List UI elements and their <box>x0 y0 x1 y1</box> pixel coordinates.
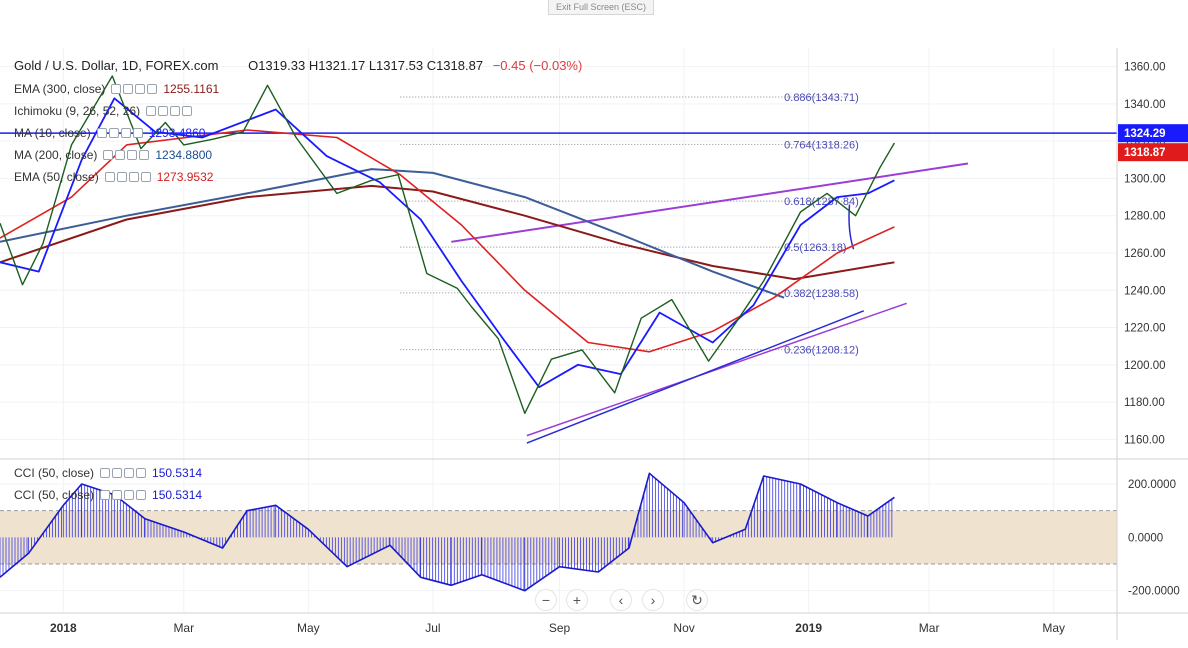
cci-tick-label: 0.0000 <box>1128 532 1163 544</box>
time-tick-label: 2018 <box>50 621 77 635</box>
time-tick-label: May <box>1042 621 1065 635</box>
trendlines[interactable] <box>0 132 1117 444</box>
fib-level-label: 0.618(1287.84) <box>784 196 859 208</box>
cci-legend-primary[interactable]: CCI (50, close) 150.5314 <box>14 466 202 480</box>
price-tick-label: 1160.00 <box>1124 434 1165 446</box>
lower-trendline-purple <box>526 302 907 437</box>
indicator-controls[interactable] <box>104 172 151 182</box>
time-tick-label: Mar <box>173 621 194 635</box>
fib-level-label: 0.5(1263.18) <box>784 242 846 254</box>
exit-fullscreen-button[interactable]: Exit Full Screen (ESC) <box>548 0 654 15</box>
indicator-legend-ema300[interactable]: EMA (300, close) 1255.1161 <box>14 82 219 96</box>
indicator-label: MA (200, close) <box>14 148 98 162</box>
price-tick-label: 1240.00 <box>1124 285 1166 297</box>
indicator-label: EMA (300, close) <box>14 82 106 96</box>
price-tick-label: 1280.00 <box>1124 211 1166 223</box>
ema300-line <box>0 184 895 281</box>
cci-legend-secondary[interactable]: CCI (50, close) 150.5314 <box>14 488 202 502</box>
time-tick-label: 2019 <box>795 621 822 635</box>
indicator-legend-ma10[interactable]: MA (10, close) 1293.4860 <box>14 126 205 140</box>
upper-trendline <box>451 162 969 243</box>
indicator-value: 150.5314 <box>152 466 203 480</box>
price-tick-label: 1340.00 <box>1124 99 1166 111</box>
time-axis[interactable]: 2018 Mar May Jul Sep Nov 2019 Mar May <box>50 621 1065 635</box>
time-tick-label: Jul <box>425 621 440 635</box>
price-line <box>0 75 896 414</box>
price-tick-label: 1180.00 <box>1124 397 1165 409</box>
indicator-value: 1273.9532 <box>156 170 214 184</box>
ohlc-open: O1319.33 <box>248 58 306 73</box>
indicator-label: Ichimoku (9, 26, 52, 26) <box>14 104 141 118</box>
indicator-label: EMA (50, close) <box>14 170 99 184</box>
fib-level-label: 0.764(1318.26) <box>784 139 859 151</box>
ohlc-high: H1321.17 <box>308 58 366 73</box>
price-tags: 1324.29 1318.87 <box>1118 124 1188 162</box>
cci-tick-label: 200.0000 <box>1128 479 1176 491</box>
price-tick-label: 1220.00 <box>1124 323 1166 335</box>
price-tag-label: 1318.87 <box>1124 147 1166 159</box>
cci-line <box>0 472 895 592</box>
indicator-label: MA (10, close) <box>14 126 91 140</box>
symbol-title[interactable]: Gold / U.S. Dollar, 1D, FOREX.com <box>14 58 219 73</box>
time-tick-label: May <box>297 621 320 635</box>
indicator-value: 1255.1161 <box>163 82 220 96</box>
price-tag-box <box>1118 124 1188 143</box>
price-axis[interactable]: 1360.001340.001320.001300.001280.001260.… <box>1124 62 1180 598</box>
price-tag-box <box>1118 143 1188 162</box>
indicator-controls[interactable] <box>96 128 143 138</box>
fib-level-label: 0.382(1238.58) <box>784 288 859 300</box>
scroll-right-icon[interactable]: › <box>642 589 664 611</box>
cci-tick-label: -200.0000 <box>1128 586 1180 598</box>
price-tag-label: 1324.29 <box>1124 128 1166 140</box>
ma10-line <box>0 97 895 389</box>
price-change: −0.45 (−0.03%) <box>492 58 583 73</box>
price-tick-label: 1300.00 <box>1124 173 1166 185</box>
chart-frame <box>0 48 1188 640</box>
ohlc-low: L1317.53 <box>368 58 424 73</box>
cci-band <box>0 510 1117 564</box>
zoom-in-icon[interactable]: + <box>566 589 588 611</box>
time-tick-label: Sep <box>549 621 571 635</box>
indicator-controls[interactable] <box>111 84 158 94</box>
price-tick-label: 1200.00 <box>1124 360 1166 372</box>
price-series <box>0 75 896 414</box>
ohlc-close: C1318.87 <box>426 58 484 73</box>
lower-trendline-blue <box>526 310 865 444</box>
indicator-controls[interactable] <box>103 150 150 160</box>
indicator-legend-ema50[interactable]: EMA (50, close) 1273.9532 <box>14 170 213 184</box>
indicator-controls[interactable] <box>100 490 147 500</box>
indicator-value: 150.5314 <box>152 488 203 502</box>
indicator-controls[interactable] <box>146 106 193 116</box>
indicator-label: CCI (50, close) <box>14 466 95 480</box>
fib-level-label: 0.236(1208.12) <box>784 345 859 357</box>
indicator-controls[interactable] <box>100 468 147 478</box>
indicator-legend-ma200[interactable]: MA (200, close) 1234.8800 <box>14 148 212 162</box>
fib-level-label: 0.886(1343.71) <box>784 92 859 104</box>
cci-series <box>0 472 895 592</box>
reset-icon[interactable]: ↻ <box>686 589 708 611</box>
time-tick-label: Mar <box>919 621 940 635</box>
indicator-legend-ichimoku[interactable]: Ichimoku (9, 26, 52, 26) <box>14 104 198 118</box>
price-tick-label: 1260.00 <box>1124 248 1166 260</box>
scroll-left-icon[interactable]: ‹ <box>610 589 632 611</box>
symbol-header: Gold / U.S. Dollar, 1D, FOREX.com O1319.… <box>14 58 582 73</box>
ma200-line <box>0 168 785 299</box>
indicator-value: 1293.4860 <box>148 126 206 140</box>
zoom-out-icon[interactable]: − <box>535 589 557 611</box>
indicator-value: 1234.8800 <box>155 148 213 162</box>
indicator-label: CCI (50, close) <box>14 488 95 502</box>
time-tick-label: Nov <box>673 621 694 635</box>
ema50-line <box>0 129 895 353</box>
price-tick-label: 1360.00 <box>1124 62 1166 74</box>
